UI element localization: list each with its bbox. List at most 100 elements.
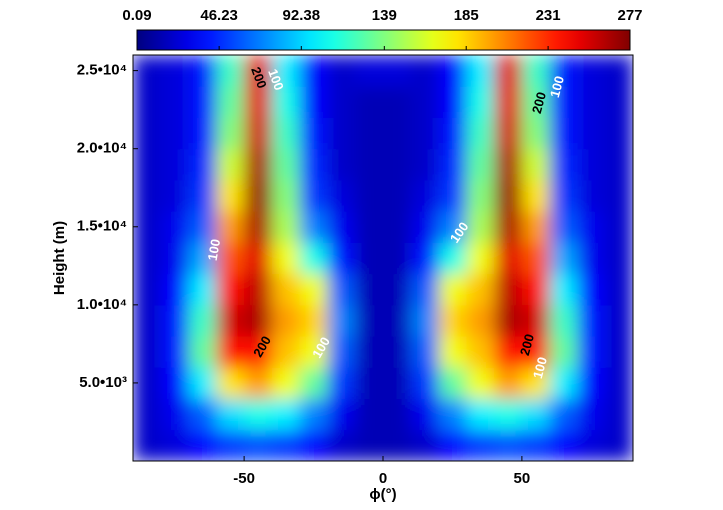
heatmap-cell (327, 398, 356, 431)
heatmap-cell (438, 242, 467, 275)
heatmap-cell (244, 336, 273, 368)
heatmap-cell (355, 242, 384, 275)
heatmap-cell (355, 429, 384, 461)
heatmap-cell (383, 55, 412, 87)
heatmap-cell (383, 179, 412, 212)
heatmap-cell (438, 211, 467, 243)
heatmap-cell (438, 55, 467, 87)
heatmap-cell (494, 55, 523, 87)
heatmap-cell (410, 117, 440, 150)
heatmap-cell (188, 211, 217, 243)
heatmap-cell (438, 367, 467, 400)
colorbar-tick-label: 46.23 (200, 7, 238, 24)
heatmap-cell (494, 273, 523, 306)
heatmap-cell (160, 367, 190, 400)
heatmap-cell (494, 304, 523, 337)
heatmap-cell (216, 211, 245, 243)
heatmap-cell (355, 86, 384, 118)
heatmap-cell (216, 273, 245, 306)
heatmap-cell (216, 398, 245, 431)
heatmap-cell (327, 86, 356, 118)
colorbar-tick-label: 185 (454, 7, 479, 24)
heatmap-cell (244, 304, 273, 337)
heatmap-cell (271, 398, 301, 431)
contour-label: 100 (530, 355, 550, 380)
heatmap-cell (577, 429, 606, 461)
heatmap-cell (466, 86, 495, 118)
heatmap-cell (438, 336, 467, 368)
heatmap-cell (466, 55, 495, 87)
heatmap-cell (438, 148, 467, 181)
heatmap-cell (216, 117, 245, 150)
heatmap-cell (549, 429, 578, 461)
heatmap-cell (188, 429, 217, 461)
heatmap-cell (188, 148, 217, 181)
colorbar-tick-label: 231 (536, 7, 561, 24)
contour-label: 100 (265, 67, 287, 93)
heatmap-cell (244, 429, 273, 461)
heatmap-cell (521, 179, 551, 212)
heatmap-cell (244, 86, 273, 118)
heatmap-cell (299, 86, 328, 118)
heatmap-cell (244, 179, 273, 212)
heatmap-cell (299, 55, 328, 87)
heatmap-cell (577, 117, 606, 150)
heatmap-cell (271, 55, 301, 87)
heatmap-cell (494, 336, 523, 368)
heatmap-cell (605, 55, 633, 87)
heatmap-cell (383, 242, 412, 275)
heatmap-cell (605, 211, 633, 243)
heatmap (133, 55, 633, 461)
heatmap-cell (466, 429, 495, 461)
heatmap-cell (549, 304, 578, 337)
heatmap-cell (160, 55, 190, 87)
heatmap-cell (605, 336, 633, 368)
heatmap-cell (383, 117, 412, 150)
heatmap-cell (549, 336, 578, 368)
heatmap-cell (605, 304, 633, 337)
heatmap-cell (133, 148, 162, 181)
x-tick-label: -50 (233, 470, 255, 487)
heatmap-cell (521, 117, 551, 150)
heatmap-cell (216, 242, 245, 275)
y-tick-label: 1.5•10⁴ (77, 218, 127, 235)
heatmap-cell (355, 398, 384, 431)
heatmap-cell (438, 179, 467, 212)
heatmap-cell (383, 398, 412, 431)
heatmap-cell (438, 429, 467, 461)
heatmap-cell (355, 304, 384, 337)
heatmap-cell (410, 304, 440, 337)
heatmap-cell (410, 55, 440, 87)
colorbar (136, 29, 631, 51)
y-tick-label: 5.0•10³ (79, 374, 127, 391)
heatmap-cell (521, 273, 551, 306)
heatmap-cell (216, 336, 245, 368)
heatmap-cell (355, 273, 384, 306)
heatmap-cell (327, 179, 356, 212)
heatmap-cell (466, 117, 495, 150)
heatmap-cell (549, 211, 578, 243)
heatmap-cell (438, 398, 467, 431)
heatmap-cell (466, 304, 495, 337)
heatmap-cell (410, 211, 440, 243)
heatmap-cell (438, 117, 467, 150)
heatmap-cell (160, 86, 190, 118)
heatmap-cell (549, 117, 578, 150)
heatmap-cell (577, 398, 606, 431)
heatmap-cell (133, 117, 162, 150)
heatmap-cell (577, 367, 606, 400)
heatmap-cell (494, 148, 523, 181)
heatmap-cell (410, 273, 440, 306)
heatmap-cell (355, 336, 384, 368)
heatmap-cell (549, 86, 578, 118)
heatmap-cell (549, 148, 578, 181)
heatmap-cell (133, 336, 162, 368)
heatmap-cell (271, 211, 301, 243)
heatmap-cell (160, 148, 190, 181)
heatmap-cell (383, 429, 412, 461)
heatmap-cell (605, 86, 633, 118)
heatmap-cell (521, 242, 551, 275)
heatmap-cell (410, 336, 440, 368)
heatmap-cell (438, 273, 467, 306)
heatmap-cell (188, 242, 217, 275)
